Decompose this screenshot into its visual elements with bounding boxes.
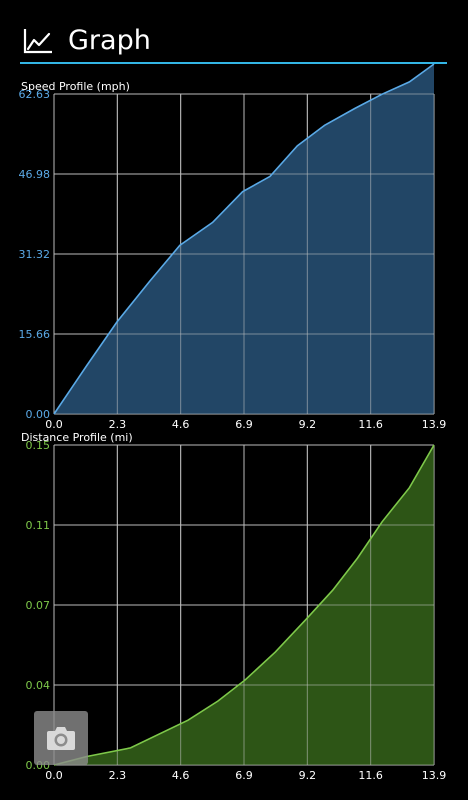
speed-x-tick-label: 11.6: [358, 418, 383, 431]
distance-x-tick-label: 0.0: [45, 769, 63, 782]
action-bar: Graph: [0, 0, 468, 64]
camera-icon: [47, 727, 75, 750]
speed-y-tick-label: 46.98: [19, 168, 51, 181]
title-divider: [20, 62, 447, 64]
distance-x-tick-label: 6.9: [235, 769, 253, 782]
speed-x-tick-label: 13.9: [422, 418, 447, 431]
speed-x-tick-label: 2.3: [109, 418, 127, 431]
speed-series-line: [53, 63, 435, 415]
distance-x-tick-label: 4.6: [172, 769, 190, 782]
distance-chart-title: Distance Profile (mi): [21, 431, 133, 444]
distance-y-tick-label: 0.07: [26, 599, 51, 612]
speed-x-tick-label: 9.2: [299, 418, 317, 431]
distance-series-line: [53, 444, 435, 766]
distance-x-tick-label: 9.2: [299, 769, 317, 782]
speed-y-tick-label: 62.63: [19, 88, 51, 101]
distance-x-tick-label: 13.9: [422, 769, 447, 782]
distance-y-tick-label: 0.04: [26, 679, 51, 692]
distance-x-tick-label: 2.3: [109, 769, 127, 782]
speed-y-tick-label: 15.66: [19, 328, 51, 341]
speed-x-tick-label: 4.6: [172, 418, 190, 431]
speed-x-tick-label: 6.9: [235, 418, 253, 431]
page-title: Graph: [68, 25, 151, 56]
speed-y-tick-label: 31.32: [19, 248, 51, 261]
speed-chart-title: Speed Profile (mph): [21, 80, 130, 93]
speed-x-tick-label: 0.0: [45, 418, 63, 431]
distance-y-tick-label: 0.15: [26, 439, 51, 452]
distance-x-tick-label: 11.6: [358, 769, 383, 782]
line-chart-icon[interactable]: [22, 27, 54, 55]
speed-y-tick-label: 0.00: [26, 408, 51, 421]
distance-y-tick-label: 0.11: [26, 519, 51, 532]
camera-button[interactable]: [34, 711, 88, 765]
